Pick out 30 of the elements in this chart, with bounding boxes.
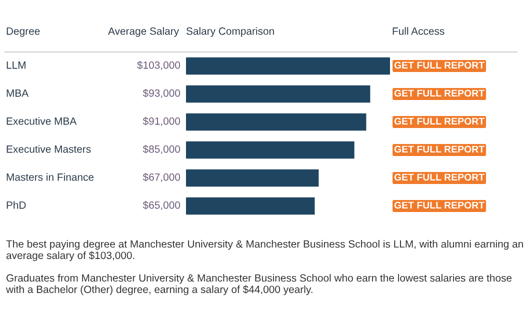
text: The best paying degree at Manchester University & Manchester Business School is LLM, with alumni earning an average salary of $103,000. — [6, 240, 523, 262]
bar — [186, 169, 319, 187]
data-label: $65,000 — [142, 200, 180, 210]
text: GET FULL REPORT — [394, 90, 484, 97]
text: GET FULL REPORT — [394, 118, 484, 125]
y-tick-label: Executive Masters — [6, 145, 91, 153]
bar — [186, 113, 366, 131]
y-tick-label: Executive MBA — [6, 117, 77, 125]
text: Salary Comparison — [186, 27, 274, 37]
bar — [186, 141, 354, 159]
data-label: $103,000 — [137, 60, 180, 70]
data-label: $67,000 — [142, 172, 180, 182]
text: Full Access — [392, 27, 444, 35]
y-tick-label: LLM — [6, 62, 26, 69]
y-tick-label: MBA — [6, 90, 29, 97]
text: Degree — [6, 28, 40, 37]
text: Average Salary — [108, 27, 180, 37]
data-label: $85,000 — [142, 144, 180, 154]
text: GET FULL REPORT — [394, 174, 484, 181]
bar — [186, 197, 315, 215]
data-label: $93,000 — [142, 88, 180, 98]
text: GET FULL REPORT — [394, 202, 484, 209]
bar — [186, 85, 370, 103]
text: GET FULL REPORT — [394, 62, 484, 69]
text: Graduates from Manchester University & Manchester Business School who earn the lowest salaries are those with a Bachelor (Other) degree, earning a salary of $44,000 yearly. — [6, 274, 512, 296]
y-tick-label: Masters in Finance — [6, 173, 94, 181]
text: GET FULL REPORT — [394, 146, 484, 153]
data-label: $91,000 — [142, 116, 180, 126]
y-tick-label: PhD — [6, 201, 26, 209]
bar — [186, 57, 390, 75]
